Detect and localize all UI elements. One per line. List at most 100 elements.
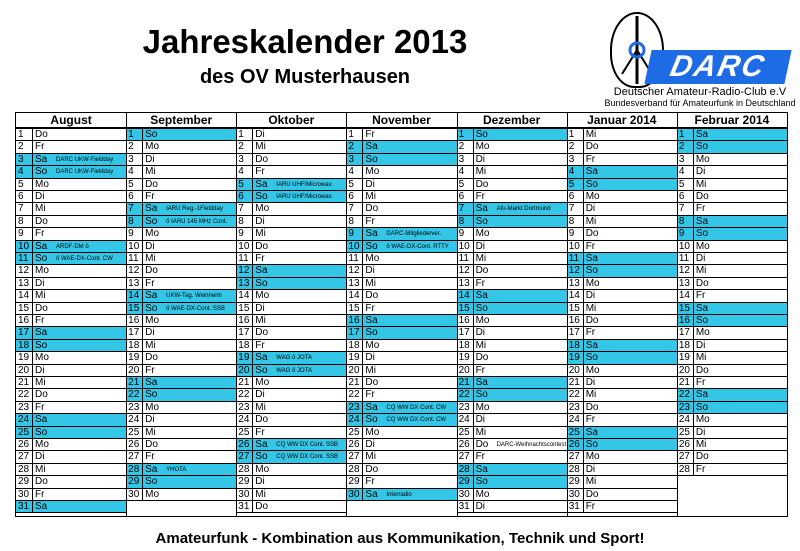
weekday: Sa <box>585 253 598 264</box>
day-row: 22 Fr <box>346 389 457 402</box>
day-row: 30 Mo <box>126 489 237 501</box>
day-number: 1 <box>18 129 24 140</box>
month-header: August <box>16 113 127 129</box>
weekday: So <box>145 129 158 140</box>
weekday: Di <box>255 476 265 488</box>
weekday: So <box>255 191 268 202</box>
day-number: 7 <box>678 203 685 215</box>
weekday: Sa <box>145 377 158 388</box>
day-row: 24 So CQ WW DX Cont. CW <box>346 414 457 427</box>
weekday: Do <box>695 364 709 376</box>
day-row: 17 Do <box>236 327 347 340</box>
day-row: 20 Do <box>676 364 787 377</box>
day-number: 27 <box>18 451 30 463</box>
day-row: 21 Mi <box>16 377 127 390</box>
event-label: CQ WW DX Cont. SSB <box>276 442 338 448</box>
day-number: 13 <box>238 277 250 289</box>
day-number: 24 <box>348 414 360 426</box>
weekday: Mo <box>475 315 490 326</box>
day-row: 23 Sa CQ WW DX Cont. CW <box>346 401 457 415</box>
day-number: 8 <box>128 215 134 227</box>
day-number: 16 <box>458 315 470 326</box>
weekday: Sa <box>255 439 268 450</box>
day-row: 25 Mi <box>456 427 567 439</box>
day-number: 3 <box>18 153 24 165</box>
day-row: 15 Di <box>236 302 347 315</box>
day-row: 3 Di <box>126 153 237 167</box>
day-number: 10 <box>128 240 140 252</box>
day-row: 2 So <box>676 141 787 154</box>
day-row: 26 Sa CQ WW DX Cont. SSB <box>236 439 347 452</box>
weekday: Mi <box>145 426 156 438</box>
day-number: 25 <box>348 426 360 438</box>
weekday: So <box>365 414 378 426</box>
day-number: 9 <box>678 228 685 240</box>
weekday: Do <box>145 439 158 450</box>
day-row: 13 Mo <box>566 278 677 291</box>
day-number: 27 <box>238 451 250 463</box>
day-row: 22 Do <box>16 389 127 402</box>
day-row: 10 Mo <box>676 240 787 253</box>
weekday: Di <box>35 364 45 376</box>
day-number: 26 <box>458 439 470 450</box>
day-number: 22 <box>458 389 470 401</box>
day-row: 8 Di <box>236 216 347 229</box>
weekday: Di <box>145 153 155 165</box>
logo-line-2: Bundesverband für Amateurfunk in Deutsch… <box>604 98 796 108</box>
weekday: So <box>695 228 709 240</box>
day-row: 23 So <box>676 401 787 415</box>
weekday: Mi <box>365 191 376 202</box>
day-number: 23 <box>348 401 360 413</box>
day-row: 15 Mi <box>566 303 677 315</box>
day-row: 6 Do <box>676 191 787 204</box>
day-number: 25 <box>18 426 30 438</box>
day-number: 19 <box>458 352 470 364</box>
weekday: Sa <box>475 203 488 215</box>
day-row: 27 So CQ WW DX Cont. SSB <box>236 451 347 464</box>
day-row: 28 Mi <box>16 464 127 477</box>
day-row: 17 Sa <box>16 327 127 340</box>
day-row: 28 Mo <box>236 464 347 477</box>
day-number: 5 <box>18 178 24 190</box>
weekday: Di <box>365 178 375 190</box>
weekday: Sa <box>365 488 378 500</box>
day-number: 13 <box>348 277 360 289</box>
weekday: Do <box>475 265 489 277</box>
weekday: Mo <box>35 265 49 277</box>
weekday: So <box>585 439 598 450</box>
day-row: 1 Di <box>236 129 347 142</box>
month-column: Januar 2014 1 Mi 2 Do 3 Fr 4 Sa 5 So 6 Mo 7 Di 8 Mi 9 Do 10… <box>566 113 677 516</box>
day-row: 17 So <box>346 327 457 340</box>
day-number: 6 <box>128 191 134 202</box>
day-row: 16 Sa <box>346 315 457 328</box>
day-row: 11 Mi <box>126 253 237 266</box>
day-number: 28 <box>678 463 690 475</box>
day-number: 21 <box>568 377 580 388</box>
weekday: Fr <box>255 253 265 264</box>
weekday: Di <box>695 253 706 264</box>
day-number: 16 <box>238 315 250 326</box>
day-row: 8 Do <box>16 216 127 229</box>
weekday: Mo <box>695 240 710 252</box>
day-row: 26 Mi <box>676 439 787 452</box>
day-number: 31 <box>458 501 470 512</box>
weekday: Fr <box>35 228 45 240</box>
day-number: 14 <box>568 290 580 302</box>
number-divider <box>142 129 144 501</box>
weekday: Do <box>255 327 269 339</box>
weekday: So <box>695 141 709 153</box>
day-row: 18 Fr <box>236 340 347 353</box>
weekday: Fr <box>585 501 596 512</box>
day-row: 29 Fr <box>346 476 457 489</box>
day-number: 15 <box>238 302 250 314</box>
day-number: 14 <box>678 290 690 302</box>
weekday: Di <box>475 240 486 252</box>
day-number: 17 <box>128 327 140 339</box>
weekday: Fr <box>35 141 45 153</box>
weekday: Do <box>585 315 599 326</box>
weekday: Do <box>255 414 269 426</box>
day-row: 27 Di <box>16 451 127 464</box>
weekday: So <box>475 129 488 140</box>
day-row: 28 Sa <box>456 463 567 477</box>
weekday: Do <box>695 451 709 463</box>
